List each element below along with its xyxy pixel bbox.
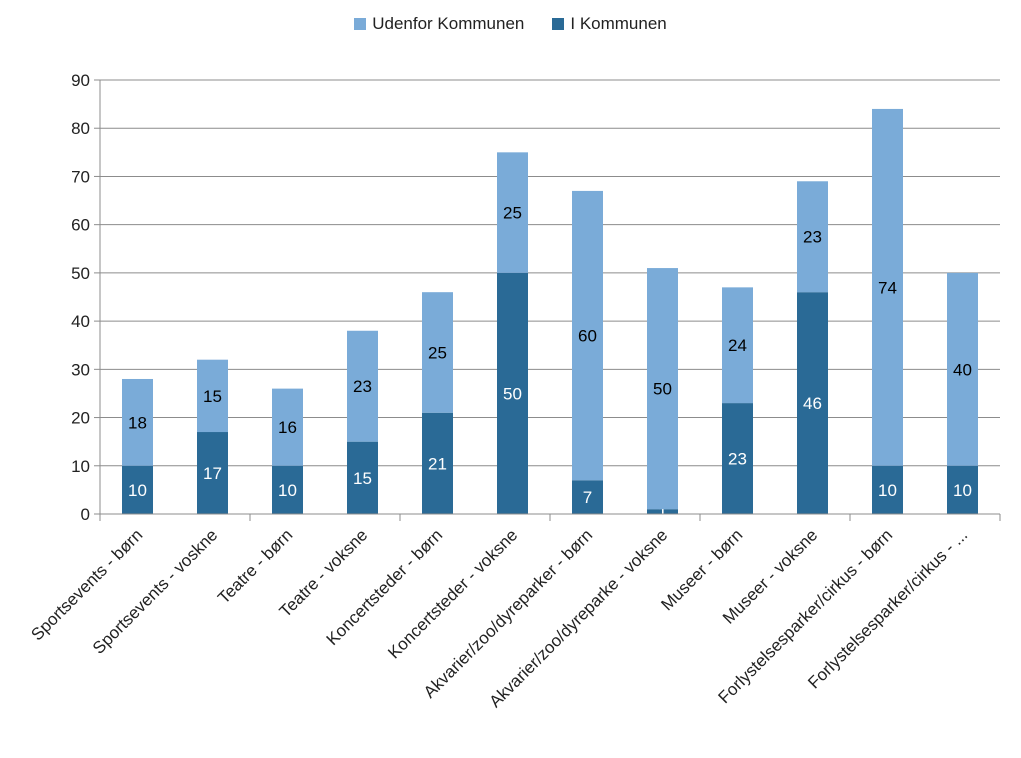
- data-label-i-kommunen: 10: [278, 481, 297, 500]
- legend-swatch-udenfor: [354, 18, 367, 30]
- data-label-udenfor: 24: [728, 336, 747, 355]
- bar-i-kommunen-2: [272, 465, 303, 514]
- data-label-i-kommunen: 46: [803, 394, 822, 413]
- data-label-i-kommunen: 15: [353, 469, 372, 488]
- y-tick-label: 0: [81, 505, 90, 524]
- data-label-i-kommunen: 10: [878, 481, 897, 500]
- bar-udenfor-10: [872, 108, 903, 466]
- data-label-udenfor: 74: [878, 278, 897, 297]
- bar-udenfor-11: [947, 272, 978, 466]
- data-label-udenfor: 23: [803, 228, 822, 247]
- x-tick-label: Koncertsteder - voksne: [384, 525, 521, 662]
- y-tick-label: 20: [71, 409, 90, 428]
- data-label-i-kommunen: 23: [728, 450, 747, 469]
- data-label-i-kommunen: 7: [583, 488, 592, 507]
- bar-i-kommunen-6: [572, 480, 603, 514]
- data-label-udenfor: 16: [278, 418, 297, 437]
- data-label-udenfor: 40: [953, 360, 972, 379]
- data-label-i-kommunen: 10: [128, 481, 147, 500]
- bar-i-kommunen-8: [722, 403, 753, 514]
- bar-i-kommunen-0: [122, 465, 153, 514]
- bar-udenfor-0: [122, 378, 153, 466]
- x-tick-label: Teatre - børn: [214, 525, 296, 607]
- legend-item-i-kommunen: I Kommunen: [552, 14, 667, 34]
- y-tick-label: 50: [71, 264, 90, 283]
- legend: Udenfor Kommunen I Kommunen: [0, 14, 1021, 34]
- legend-item-udenfor: Udenfor Kommunen: [354, 14, 524, 34]
- data-label-udenfor: 25: [503, 204, 522, 223]
- data-label-udenfor: 15: [203, 387, 222, 406]
- bar-i-kommunen-11: [947, 465, 978, 514]
- bar-udenfor-8: [722, 287, 753, 404]
- y-tick-label: 30: [71, 360, 90, 379]
- data-label-udenfor: 18: [128, 413, 147, 432]
- data-label-udenfor: 23: [353, 377, 372, 396]
- bar-i-kommunen-7: [647, 509, 678, 514]
- bar-i-kommunen-9: [797, 292, 828, 514]
- y-tick-label: 90: [71, 71, 90, 90]
- bar-udenfor-9: [797, 181, 828, 293]
- bar-udenfor-7: [647, 268, 678, 510]
- bar-i-kommunen-10: [872, 465, 903, 514]
- data-label-i-kommunen: 50: [503, 384, 522, 403]
- data-label-i-kommunen: 21: [428, 454, 447, 473]
- bar-udenfor-4: [422, 292, 453, 413]
- data-label-i-kommunen: 1: [658, 503, 667, 522]
- bar-udenfor-5: [497, 152, 528, 273]
- data-label-i-kommunen: 17: [203, 464, 222, 483]
- y-tick-label: 10: [71, 457, 90, 476]
- y-tick-label: 80: [71, 119, 90, 138]
- y-tick-label: 70: [71, 167, 90, 186]
- y-tick-label: 40: [71, 312, 90, 331]
- legend-label-i-kommunen: I Kommunen: [570, 14, 667, 33]
- bar-i-kommunen-5: [497, 272, 528, 514]
- bar-udenfor-3: [347, 330, 378, 442]
- bar-i-kommunen-4: [422, 412, 453, 514]
- y-tick-label: 60: [71, 216, 90, 235]
- x-tick-label: Forlystelsesparker/cirkus - ...: [804, 525, 971, 692]
- legend-swatch-i-kommunen: [552, 18, 565, 30]
- data-label-udenfor: 25: [428, 343, 447, 362]
- bar-i-kommunen-3: [347, 441, 378, 514]
- bar-udenfor-1: [197, 359, 228, 433]
- data-label-udenfor: 60: [578, 327, 597, 346]
- bar-i-kommunen-1: [197, 432, 228, 514]
- bar-udenfor-6: [572, 190, 603, 481]
- data-label-i-kommunen: 10: [953, 481, 972, 500]
- x-tick-label: Sportsevents - voskne: [89, 525, 221, 657]
- data-label-udenfor: 50: [653, 380, 672, 399]
- legend-label-udenfor: Udenfor Kommunen: [372, 14, 525, 33]
- bar-udenfor-2: [272, 388, 303, 466]
